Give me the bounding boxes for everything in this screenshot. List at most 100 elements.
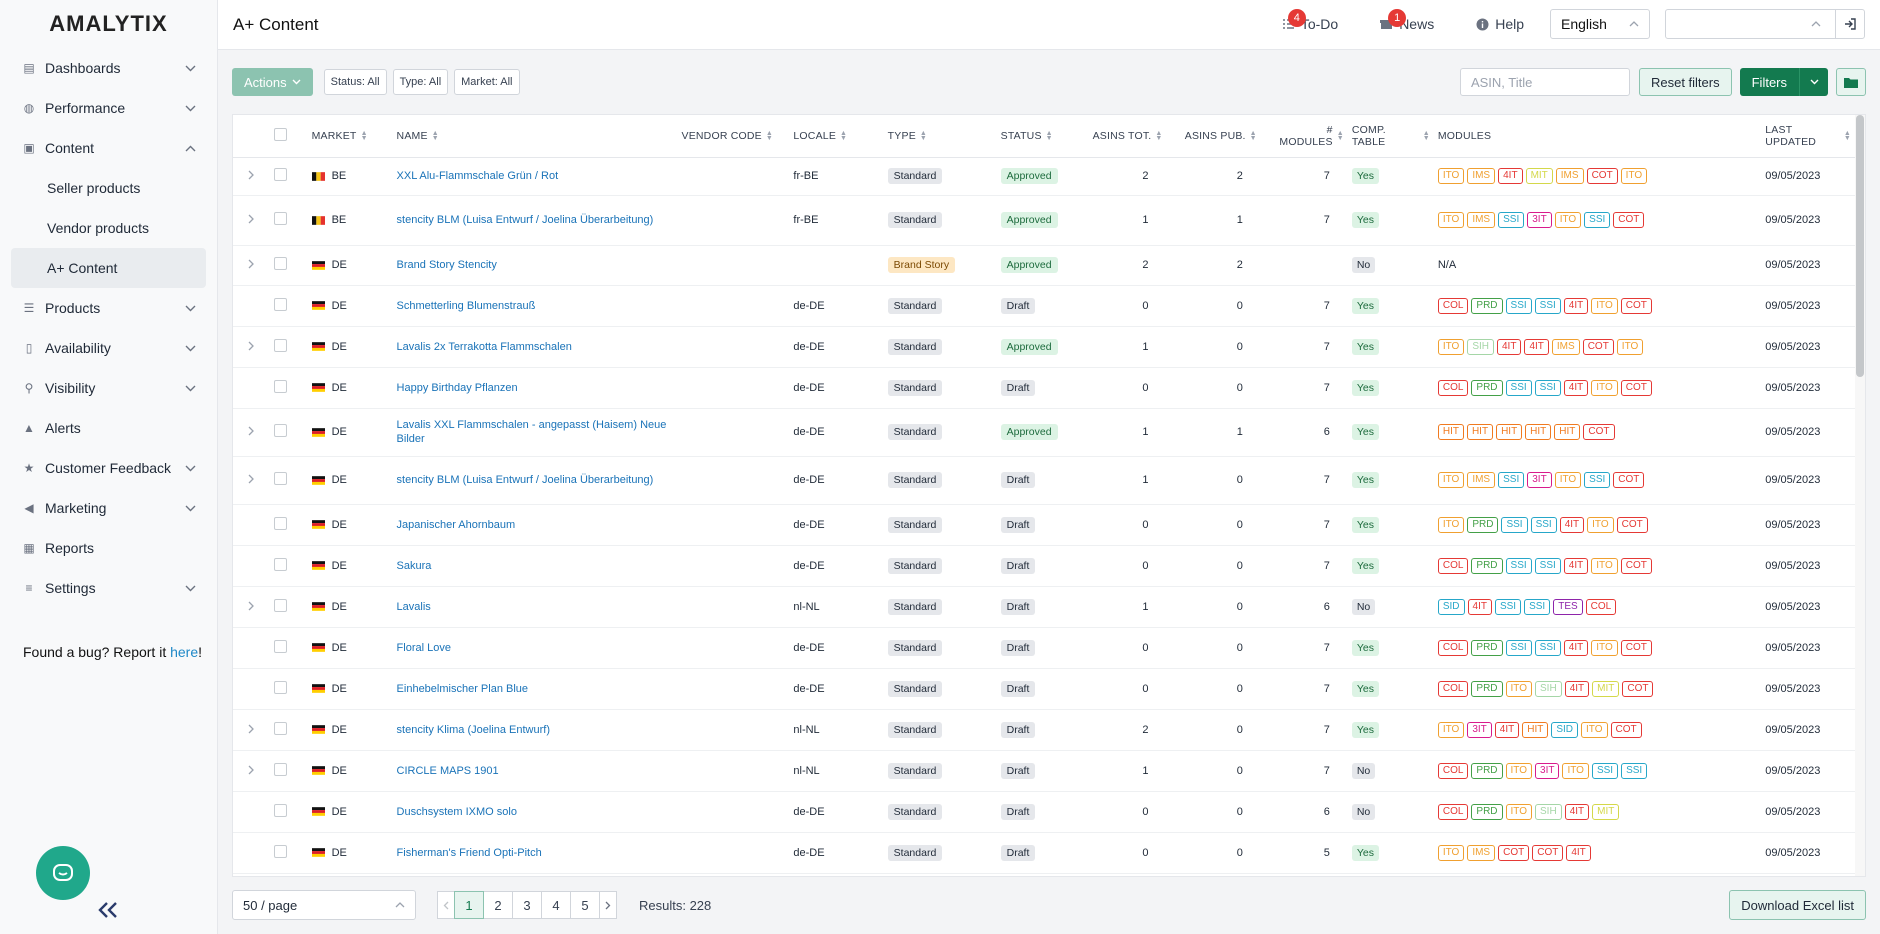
table-row[interactable]: DE Schmetterling Blumenstrauß de-DE Standar… — [233, 285, 1865, 327]
expand-cell[interactable] — [233, 326, 271, 368]
page-5-button[interactable]: 5 — [570, 891, 600, 919]
filters-button[interactable]: Filters — [1739, 68, 1828, 96]
expand-cell[interactable] — [233, 456, 271, 505]
table-row[interactable]: DE Lavalis nl-NL Standard Draft 1 0 6 No SID 4IT SS… — [233, 586, 1865, 628]
content-name-link[interactable]: Lavalis 2x Terrakotta Flammschalen — [396, 340, 572, 353]
row-checkbox[interactable] — [274, 257, 288, 270]
next-page-button[interactable] — [599, 891, 617, 919]
table-row[interactable]: DE Japanischer Ahornbaum de-DE Standard Draf… — [233, 504, 1865, 546]
expand-cell[interactable] — [233, 157, 271, 196]
locale-header[interactable]: LOCALE ▲ ▼ — [789, 115, 884, 158]
sidebar-subitem-seller-products[interactable]: Seller products — [47, 180, 141, 196]
page-size-select[interactable]: 50 / page — [232, 890, 416, 920]
page-4-button[interactable]: 4 — [541, 891, 571, 919]
todo-link[interactable]: 4 To-Do — [1282, 9, 1338, 32]
content-name-link[interactable]: Duschsystem IXMO solo — [396, 805, 517, 818]
vendor-code-header[interactable]: VENDOR CODE ▲ ▼ — [677, 115, 790, 158]
asins-published-header[interactable]: ASINS PUB. ▲ ▼ — [1166, 115, 1261, 158]
type-filter-chip[interactable]: Type: All — [392, 69, 449, 95]
table-row[interactable]: DE Sakura de-DE Standard Draft 0 0 7 Yes COL PRD SS… — [233, 545, 1865, 587]
sidebar-item-performance[interactable]: ◍ Performance — [0, 88, 217, 128]
sidebar-item-marketing[interactable]: ◀ Marketing — [0, 488, 217, 528]
expand-cell[interactable] — [233, 586, 271, 628]
logout-button[interactable] — [1836, 18, 1864, 30]
chat-button[interactable] — [36, 846, 90, 900]
search-input[interactable]: ASIN, Title — [1459, 68, 1630, 96]
sidebar-item-availability[interactable]: ▯ Availability — [0, 328, 217, 368]
expand-cell[interactable] — [233, 750, 271, 792]
table-row[interactable]: DE Brand Story Stencity Brand Story Approve… — [233, 245, 1865, 286]
expand-cell[interactable] — [233, 195, 271, 246]
sidebar-item-visibility[interactable]: ⚲ Visibility — [0, 368, 217, 408]
content-name-link[interactable]: Floral Love — [396, 641, 451, 654]
row-checkbox[interactable] — [274, 680, 288, 694]
sidebar-item-alerts[interactable]: ▲ Alerts — [0, 408, 217, 448]
saved-filters-button[interactable] — [1836, 68, 1866, 96]
filters-label[interactable]: Filters — [1740, 68, 1800, 96]
table-scrollbar[interactable] — [1855, 115, 1865, 876]
status-header[interactable]: STATUS ▲ ▼ — [996, 115, 1089, 158]
row-checkbox[interactable] — [274, 472, 288, 485]
name-header[interactable]: NAME ▲ ▼ — [392, 115, 678, 158]
table-scrollbar-thumb[interactable] — [1856, 115, 1864, 377]
row-checkbox[interactable] — [274, 168, 288, 181]
content-name-link[interactable]: stencity BLM (Luisa Entwurf / Joelina Üb… — [396, 214, 654, 226]
sidebar-subitem-vendor-products[interactable]: Vendor products — [47, 220, 149, 236]
sidebar-item-customer-feedback[interactable]: ★ Customer Feedback — [0, 448, 217, 488]
content-name-link[interactable]: stencity Klima (Joelina Entwurf) — [396, 723, 550, 736]
row-checkbox[interactable] — [274, 721, 288, 735]
content-name-link[interactable]: Happy Birthday Pflanzen — [396, 381, 518, 394]
comparison-table-header[interactable]: COMP. TABLE ▲ ▼ — [1347, 115, 1434, 158]
reset-filters-button[interactable]: Reset filters — [1638, 68, 1732, 96]
collapse-sidebar-button[interactable] — [96, 900, 120, 920]
language-select[interactable]: English — [1550, 9, 1650, 39]
filters-dropdown-button[interactable] — [1800, 68, 1828, 96]
table-row[interactable]: DE Fisherman's Friend Opti-Pitch de-DE Stan… — [233, 832, 1865, 874]
expand-cell[interactable] — [233, 408, 271, 457]
row-checkbox[interactable] — [274, 212, 288, 225]
content-name-link[interactable]: Lavalis — [396, 600, 431, 613]
content-name-link[interactable]: XXL Alu-Flammschale Grün / Rot — [396, 170, 559, 182]
help-link[interactable]: Help — [1476, 16, 1524, 32]
content-name-link[interactable]: Japanischer Ahornbaum — [396, 518, 516, 531]
status-filter-chip[interactable]: Status: All — [323, 69, 387, 95]
table-row[interactable]: DE Lavalis 2x Terrakotta Flammschalen de-D… — [233, 326, 1865, 368]
sidebar-item-reports[interactable]: ▦ Reports — [0, 528, 217, 568]
market-filter-chip[interactable]: Market: All — [454, 69, 520, 95]
row-checkbox[interactable] — [274, 379, 288, 393]
content-name-link[interactable]: Lavalis XXL Flammschalen - angepasst (Ha… — [396, 419, 667, 445]
bug-report-link[interactable]: here — [170, 644, 199, 660]
table-row[interactable]: DE CIRCLE MAPS 1901 nl-NL Standard Draft 1 0 7 N… — [233, 750, 1865, 792]
row-checkbox[interactable] — [274, 803, 288, 817]
row-checkbox[interactable] — [274, 424, 288, 437]
table-row[interactable]: DE Duschsystem IXMO solo de-DE Standard Draf… — [233, 791, 1865, 833]
page-2-button[interactable]: 2 — [483, 891, 513, 919]
page-1-button[interactable]: 1 — [454, 891, 484, 919]
row-checkbox[interactable] — [274, 598, 288, 612]
table-row[interactable]: DE Einhebelmischer Plan Blue de-DE Standard… — [233, 668, 1865, 710]
expand-cell[interactable] — [233, 709, 271, 751]
table-row[interactable]: DE stencity Klima (Joelina Entwurf) nl-NL S… — [233, 709, 1865, 751]
prev-page-button[interactable] — [437, 891, 455, 919]
content-name-link[interactable]: Fisherman's Friend Opti-Pitch — [396, 846, 542, 859]
content-name-link[interactable]: Sakura — [396, 559, 432, 572]
download-excel-button[interactable]: Download Excel list — [1729, 890, 1866, 920]
table-row[interactable]: BE stencity BLM (Luisa Entwurf / Joelina … — [233, 195, 1865, 246]
sidebar-subitem-a-content[interactable]: A+ Content — [11, 248, 206, 288]
page-3-button[interactable]: 3 — [512, 891, 542, 919]
content-name-link[interactable]: Schmetterling Blumenstrauß — [396, 299, 536, 312]
content-name-link[interactable]: CIRCLE MAPS 1901 — [396, 764, 499, 777]
sidebar-item-dashboards[interactable]: ▤ Dashboards — [0, 48, 217, 88]
row-checkbox[interactable] — [274, 297, 288, 311]
sidebar-item-products[interactable]: ☰ Products — [0, 288, 217, 328]
table-row[interactable]: BE XXL Alu-Flammschale Grün / Rot fr-BE Sta… — [233, 157, 1865, 196]
last-updated-header[interactable]: LAST UPDATED ▲ ▼ — [1761, 115, 1865, 158]
account-select[interactable] — [1665, 9, 1865, 39]
content-name-link[interactable]: Brand Story Stencity — [396, 259, 497, 271]
type-header[interactable]: TYPE ▲ ▼ — [883, 115, 997, 158]
sidebar-item-settings[interactable]: ≡ Settings — [0, 568, 217, 608]
row-checkbox[interactable] — [274, 557, 288, 571]
table-row[interactable]: DE Floral Love de-DE Standard Draft 0 0 7 Yes COL… — [233, 627, 1865, 669]
expand-cell[interactable] — [233, 245, 271, 286]
row-checkbox[interactable] — [274, 639, 288, 653]
